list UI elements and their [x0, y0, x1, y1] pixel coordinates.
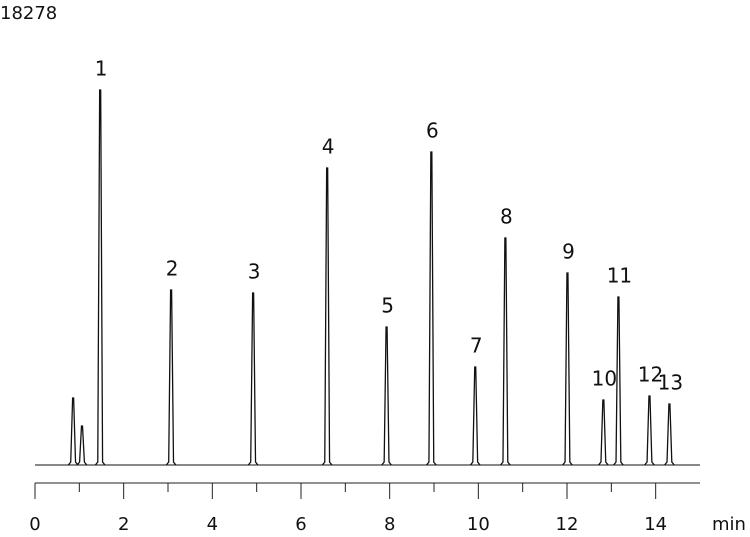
peak: [67, 397, 79, 466]
x-tick-label: 14: [644, 514, 667, 535]
peak-label: 4: [322, 135, 335, 159]
peak: [613, 296, 624, 466]
peak-label: 1: [95, 57, 108, 81]
peak: [598, 399, 609, 466]
chart-title: 18278: [0, 3, 57, 24]
peak: [165, 289, 177, 466]
peak: [94, 89, 106, 466]
peak: [469, 366, 481, 466]
peak: [664, 403, 675, 466]
peak-label: 11: [607, 264, 632, 288]
peak: [321, 167, 333, 466]
peak-label: 7: [470, 334, 483, 358]
peak-label: 13: [658, 371, 683, 395]
peak: [76, 425, 88, 466]
peak-label: 6: [426, 119, 439, 143]
peak-label: 8: [500, 205, 513, 229]
x-tick-label: 10: [467, 514, 490, 535]
x-tick-label: 4: [207, 514, 218, 535]
peak-label: 9: [562, 240, 575, 264]
x-tick-label: 6: [295, 514, 306, 535]
x-axis-label: min: [712, 514, 746, 535]
peak: [500, 237, 511, 466]
x-tick-label: 8: [384, 514, 395, 535]
x-tick-label: 0: [29, 514, 40, 535]
peak: [381, 326, 392, 466]
peak-label: 12: [638, 363, 663, 387]
peak: [562, 272, 573, 466]
peak: [426, 151, 437, 466]
x-tick-label: 2: [118, 514, 129, 535]
peak: [247, 292, 259, 466]
peak-label: 5: [381, 294, 394, 318]
peak-label: 3: [248, 260, 261, 284]
peak: [644, 395, 655, 466]
x-tick-label: 12: [556, 514, 579, 535]
peak-label: 2: [166, 257, 179, 281]
peak-label: 10: [592, 367, 617, 391]
